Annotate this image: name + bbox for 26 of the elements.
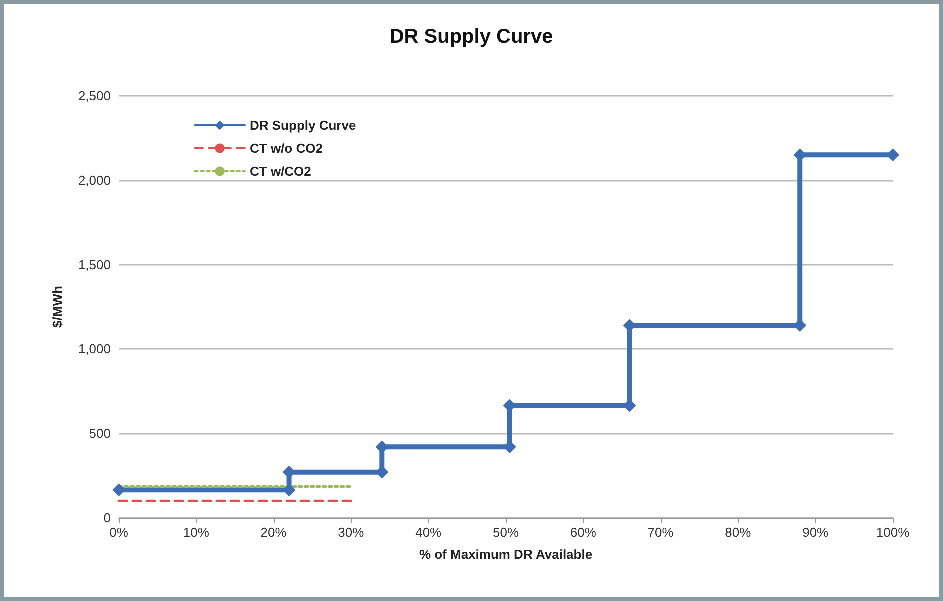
y-tick-label: 0 [104, 510, 111, 526]
x-axis-title: % of Maximum DR Available [419, 547, 593, 562]
point [794, 319, 807, 332]
x-tick-label: 100% [876, 525, 910, 540]
x-tick-label: 10% [183, 525, 210, 540]
legend-label: CT w/CO2 [250, 164, 312, 179]
x-tick-label: 0% [110, 525, 129, 540]
y-tick-label: 2,500 [78, 88, 111, 104]
legend-label: DR Supply Curve [250, 118, 356, 133]
y-tick-label: 2,000 [78, 172, 111, 188]
x-tick-label: 80% [725, 525, 752, 540]
x-tick-label: 70% [648, 525, 674, 540]
x-tick-label: 30% [338, 525, 365, 540]
x-tick-label: 50% [492, 525, 520, 540]
x-tick-label: 90% [802, 525, 830, 540]
x-tick-label: 40% [416, 525, 442, 540]
point [886, 148, 900, 162]
y-axis-title: $/MWh [50, 286, 65, 328]
x-tick-label: 60% [570, 525, 597, 540]
y-tick-label: 500 [89, 426, 111, 442]
point [112, 484, 126, 497]
y-tick-label: 1,000 [78, 342, 111, 357]
y-tick-label: 1,500 [78, 257, 111, 272]
x-tick-label: 20% [260, 525, 288, 540]
legend-label: CT w/o CO2 [250, 141, 323, 156]
chart-title: DR Supply Curve [390, 26, 554, 48]
